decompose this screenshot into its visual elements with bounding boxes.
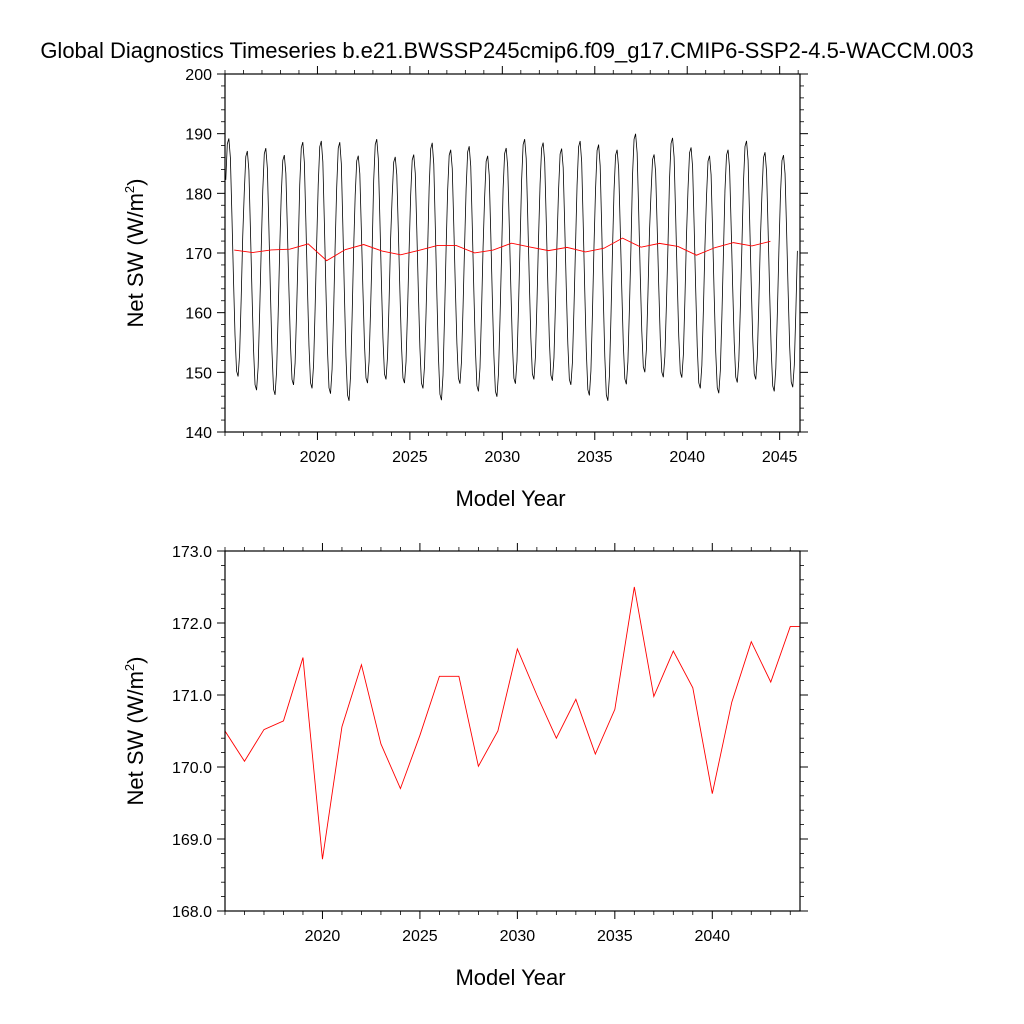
x-tick-label: 2035: [597, 928, 633, 945]
y-tick-label: 180: [185, 186, 212, 203]
x-tick-label: 2035: [577, 449, 613, 466]
x-tick-label: 2025: [392, 449, 428, 466]
y-tick-label: 173.0: [172, 544, 212, 561]
y-tick-label: 172.0: [172, 616, 212, 633]
x-tick-label: 2025: [402, 928, 438, 945]
x-tick-label: 2030: [485, 449, 521, 466]
y-tick-label: 168.0: [172, 904, 212, 921]
y-tick-label: 170: [185, 246, 212, 263]
y-axis-title: Net SW (W/m2): [122, 179, 148, 328]
bottom-panel: 2020 2025 2030 2035 2040 168.0 169.0 170.0 171.0…: [122, 543, 808, 990]
x-tick-label: 2020: [305, 928, 341, 945]
x-tick-label: 2045: [762, 449, 798, 466]
y-tick-label: 150: [185, 365, 212, 382]
x-tick-label: 2040: [669, 449, 705, 466]
x-axis-title: Model Year: [455, 965, 565, 990]
annual-mean-series-line: [225, 586, 800, 860]
y-tick-label: 200: [185, 67, 212, 84]
plot-frame: [224, 73, 801, 433]
x-tick-label: 2040: [694, 928, 730, 945]
x-axis-title: Model Year: [455, 486, 565, 511]
y-tick-label: 170.0: [172, 760, 212, 777]
y-tick-label: 171.0: [172, 688, 212, 705]
top-panel: 2020 2025 2030 2035 2040 2045 140 150 160 170 180 1…: [122, 66, 808, 511]
plot-frame: [224, 550, 801, 912]
y-axis-title: Net SW (W/m2): [122, 657, 148, 806]
x-tick-label: 2020: [300, 449, 336, 466]
y-tick-label: 140: [185, 425, 212, 442]
x-tick-label: 2030: [500, 928, 536, 945]
figure-title: Global Diagnostics Timeseries b.e21.BWSS…: [40, 38, 973, 63]
y-tick-label: 190: [185, 127, 212, 144]
y-tick-label: 169.0: [172, 832, 212, 849]
y-tick-label: 160: [185, 306, 212, 323]
annual-mean-series-line: [234, 237, 771, 262]
monthly-series-line: [225, 133, 798, 401]
